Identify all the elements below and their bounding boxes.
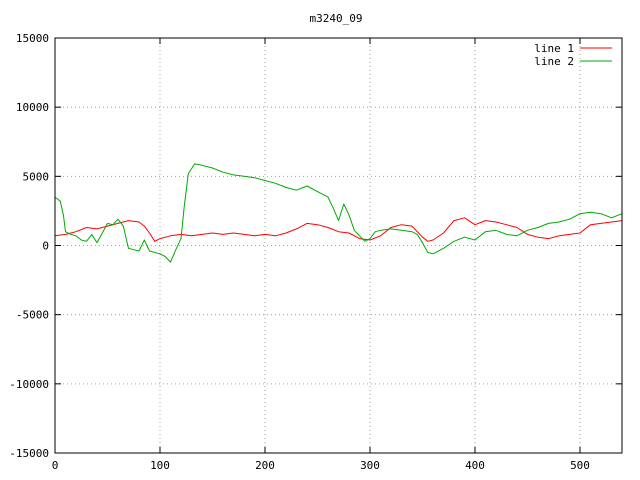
y-tick-label: -10000 — [9, 378, 49, 391]
x-tick-label: 300 — [360, 459, 380, 472]
y-tick-labels: -15000 -10000 -5000 0 5000 10000 15000 — [9, 32, 49, 460]
x-tick-label: 400 — [465, 459, 485, 472]
axis-ticks — [54, 37, 622, 454]
x-tick-labels: 0 100 200 300 400 500 — [52, 459, 590, 472]
y-tick-label: 15000 — [16, 32, 49, 45]
x-tick-label: 100 — [150, 459, 170, 472]
x-tick-label: 200 — [255, 459, 275, 472]
x-tick-label: 500 — [570, 459, 590, 472]
y-tick-label: 10000 — [16, 101, 49, 114]
y-tick-label: -15000 — [9, 447, 49, 460]
x-tick-label: 0 — [52, 459, 59, 472]
chart-title: m3240_09 — [310, 12, 363, 25]
y-tick-label: 5000 — [23, 170, 50, 183]
series-line-2 — [54, 163, 623, 263]
y-tick-label: -5000 — [16, 309, 49, 322]
legend-label-1: line 1 — [534, 42, 574, 55]
legend-label-2: line 2 — [534, 55, 574, 68]
grid-lines — [55, 38, 622, 453]
series-line-1 — [54, 217, 623, 242]
y-tick-label: 0 — [42, 240, 49, 253]
series-layer — [54, 163, 623, 263]
